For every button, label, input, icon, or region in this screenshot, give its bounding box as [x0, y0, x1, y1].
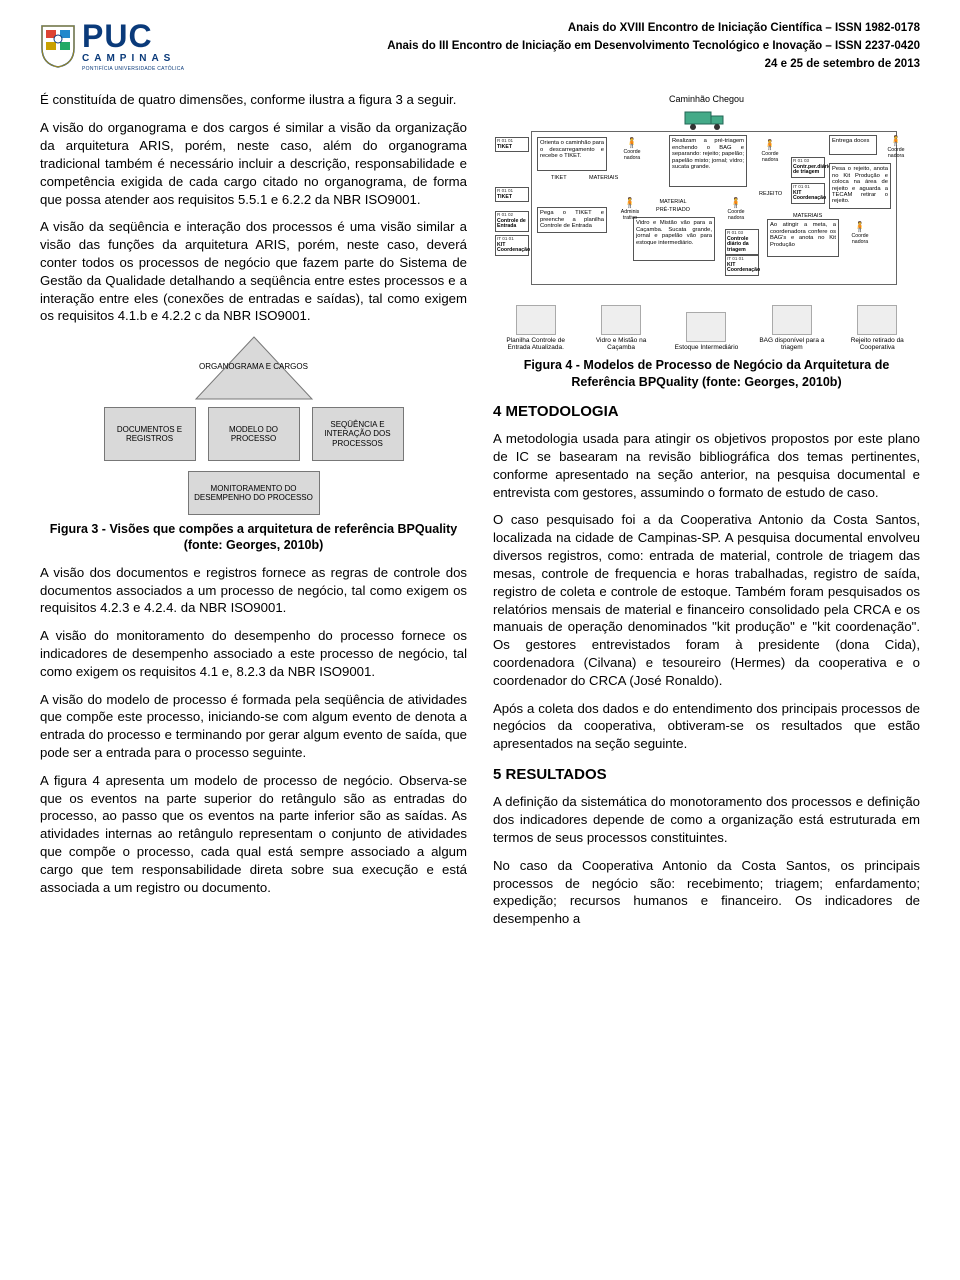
fig4-outputs: Planilha Controle de Entrada Atualizada.… [493, 305, 920, 351]
fig4-output: Planilha Controle de Entrada Atualizada. [501, 305, 571, 351]
logo-main: PUC [82, 20, 184, 52]
person-icon: 🧍Adminis trativo [615, 199, 645, 220]
para: Após a coleta dos dados e do entendiment… [493, 700, 920, 753]
fig4-output: Rejeito retirado da Cooperativa [842, 305, 912, 351]
fig4-cell: Vidro e Mistão vão para a Caçamba. Sucat… [633, 217, 715, 261]
para: A visão do monitoramento do desempenho d… [40, 627, 467, 680]
fig4-cell: Pega o TIKET e preenche a planilha Contr… [537, 207, 607, 233]
body-columns: É constituída de quatro dimensões, confo… [40, 91, 920, 938]
person-icon: 🧍Coorde nadora [721, 199, 751, 220]
para: No caso da Cooperativa Antonio da Costa … [493, 857, 920, 928]
fig3-box-model: MODELO DO PROCESSO [208, 407, 300, 461]
fig3-box-monitor: MONITORAMENTO DO DESEMPENHO DO PROCESSO [188, 471, 320, 515]
logo-bar: PONTIFÍCIA UNIVERSIDADE CATÓLICA [82, 67, 184, 72]
container-icon [601, 305, 641, 335]
fig3-row: DOCUMENTOS E REGISTROS MODELO DO PROCESS… [89, 407, 419, 461]
fig4-midlabel: TIKET [551, 175, 567, 182]
fig4-midlabel: REJEITO [759, 191, 782, 198]
fig4-tag: R 01 03Contr.per.diário de triagem [791, 157, 825, 177]
fig4-tag: R 01 01TIKET [495, 187, 529, 202]
page-header: PUC CAMPINAS PONTIFÍCIA UNIVERSIDADE CAT… [40, 20, 920, 73]
fig4-output: Vidro e Mistão na Caçamba [586, 305, 656, 351]
fig4-output: Estoque Intermediário [671, 312, 741, 351]
fig4-tag: R 01 01TIKET [495, 137, 529, 152]
fig4-tag: R 01 02Controle de Entrada [495, 211, 529, 231]
fig4-tag: IT 01 01KIT Coordenação [791, 183, 825, 203]
para: A visão da seqüência e interação dos pro… [40, 218, 467, 325]
fig4-cell: Pesa o rejeito, anota no Kit Produção e … [829, 163, 891, 209]
sheet-icon [516, 305, 556, 335]
heading-results: 5 RESULTADOS [493, 765, 920, 785]
reject-icon [857, 305, 897, 335]
header-line: 24 e 25 de setembro de 2013 [204, 56, 920, 74]
para: A figura 4 apresenta um modelo de proces… [40, 772, 467, 897]
header-line: Anais do III Encontro de Iniciação em De… [204, 38, 920, 56]
fig4-cell: Entrega doces [829, 135, 877, 155]
header-line: Anais do XVIII Encontro de Iniciação Cie… [204, 20, 920, 38]
fig3-triangle: ORGANOGRAMA E CARGOS [194, 335, 314, 401]
truck-icon [683, 108, 731, 132]
para: A visão do modelo de processo é formada … [40, 691, 467, 762]
figure-3: ORGANOGRAMA E CARGOS DOCUMENTOS E REGIST… [89, 335, 419, 515]
logo-sub: CAMPINAS [82, 54, 184, 64]
shield-icon [40, 24, 76, 68]
fig4-midlabel: MATERIAIS [793, 213, 822, 220]
person-icon: 🧍Coorde nadora [845, 223, 875, 244]
para: A metodologia usada para atingir os obje… [493, 430, 920, 501]
para: A visão dos documentos e registros forne… [40, 564, 467, 617]
person-icon: 🧍Coorde nadora [755, 141, 785, 162]
stock-icon [686, 312, 726, 342]
figure-4: Caminhão Chegou R 01 01TIKET R 01 01TIKE… [493, 91, 920, 351]
para: A definição da sistemática do monotorame… [493, 793, 920, 846]
fig3-caption: Figura 3 - Visões que compões a arquitet… [40, 521, 467, 554]
fig3-top-label: ORGANOGRAMA E CARGOS [194, 362, 314, 371]
fig4-top-label: Caminhão Chegou [493, 91, 920, 105]
person-icon: 🧍Coorde nadora [881, 137, 911, 158]
fig4-cell: Ao atingir a meta, a coordenadora confer… [767, 219, 839, 257]
fig4-output: BAG disponível para a triagem [757, 305, 827, 351]
fig3-box-docs: DOCUMENTOS E REGISTROS [104, 407, 196, 461]
bag-icon [772, 305, 812, 335]
puc-logo: PUC CAMPINAS PONTIFÍCIA UNIVERSIDADE CAT… [40, 20, 184, 72]
logo-text: PUC CAMPINAS PONTIFÍCIA UNIVERSIDADE CAT… [82, 20, 184, 72]
fig4-cell: Realizam a pré-triagem enchendo o BAG e … [669, 135, 747, 187]
right-column: Caminhão Chegou R 01 01TIKET R 01 01TIKE… [493, 91, 920, 938]
fig4-midlabel: MATERIAL PRÉ-TRIADO [653, 199, 693, 214]
fig3-box-seq: SEQÜÊNCIA E INTERAÇÃO DOS PROCESSOS [312, 407, 404, 461]
page: PUC CAMPINAS PONTIFÍCIA UNIVERSIDADE CAT… [0, 0, 960, 978]
header-titles: Anais do XVIII Encontro de Iniciação Cie… [204, 20, 920, 73]
person-icon: 🧍Coorde nadora [617, 139, 647, 160]
para: A visão do organograma e dos cargos é si… [40, 119, 467, 208]
fig4-tag: R 01 03Controle diário da triagem [725, 229, 759, 255]
heading-methodology: 4 METODOLOGIA [493, 402, 920, 422]
para: É constituída de quatro dimensões, confo… [40, 91, 467, 109]
para: O caso pesquisado foi a da Cooperativa A… [493, 511, 920, 689]
fig4-caption: Figura 4 - Modelos de Processo de Negóci… [493, 357, 920, 390]
fig4-tag: IT 01 01KIT Coordenação [495, 235, 529, 255]
left-column: É constituída de quatro dimensões, confo… [40, 91, 467, 938]
fig4-tag: IT 01 01KIT Coordenação [725, 255, 759, 275]
fig4-cell: Orienta o caminhão para o descarregament… [537, 137, 607, 171]
fig4-midlabel: MATERIAIS [589, 175, 618, 182]
